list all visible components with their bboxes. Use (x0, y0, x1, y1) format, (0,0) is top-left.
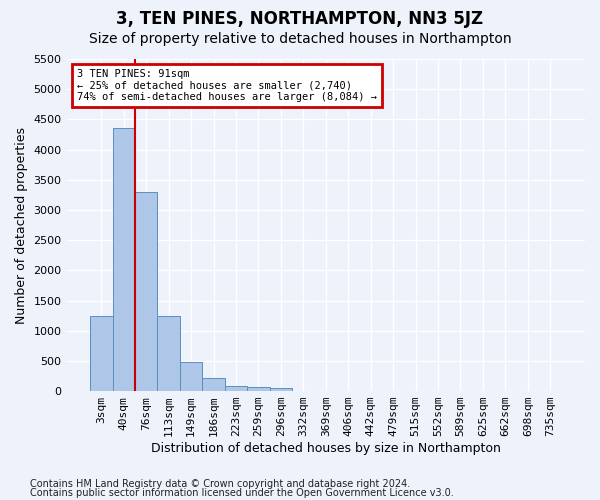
Text: 3 TEN PINES: 91sqm
← 25% of detached houses are smaller (2,740)
74% of semi-deta: 3 TEN PINES: 91sqm ← 25% of detached hou… (77, 69, 377, 102)
Bar (202, 378, 225, 391)
Bar (157, 316, 180, 391)
Bar (113, 128, 135, 391)
Text: Contains HM Land Registry data © Crown copyright and database right 2024.: Contains HM Land Registry data © Crown c… (30, 479, 410, 489)
Bar (225, 386, 247, 391)
Bar (180, 362, 202, 391)
Bar (269, 388, 292, 391)
Bar (135, 192, 157, 391)
X-axis label: Distribution of detached houses by size in Northampton: Distribution of detached houses by size … (151, 442, 501, 455)
Bar (90, 316, 113, 391)
Text: Size of property relative to detached houses in Northampton: Size of property relative to detached ho… (89, 32, 511, 46)
Bar (247, 388, 269, 391)
Text: Contains public sector information licensed under the Open Government Licence v3: Contains public sector information licen… (30, 488, 454, 498)
Text: 3, TEN PINES, NORTHAMPTON, NN3 5JZ: 3, TEN PINES, NORTHAMPTON, NN3 5JZ (116, 10, 484, 28)
Y-axis label: Number of detached properties: Number of detached properties (15, 126, 28, 324)
